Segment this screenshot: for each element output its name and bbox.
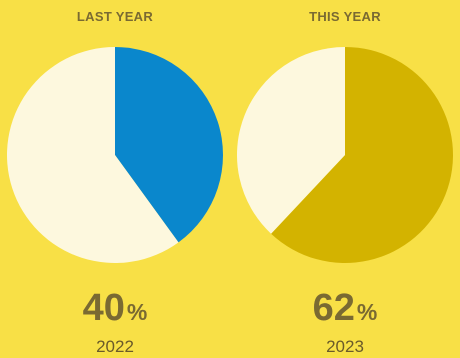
pie-chart-last-year [6, 47, 223, 263]
pie-panel-this-year: THIS YEAR 62% 2023 [230, 0, 460, 358]
pie-slice-1 [237, 47, 345, 234]
pie-chart-this-year [237, 47, 453, 263]
chart-title: THIS YEAR [309, 9, 381, 24]
percent-symbol: % [356, 299, 378, 325]
percent-label: 40% [0, 287, 230, 330]
percent-label: 62% [230, 287, 460, 330]
year-label: 2023 [326, 337, 364, 356]
pie-slice-0 [115, 47, 223, 243]
chart-title: LAST YEAR [76, 9, 154, 24]
pie-slice-1 [6, 47, 179, 263]
pie-slice-0 [271, 47, 453, 263]
year-label: 2022 [96, 337, 134, 356]
percent-value: 62 [312, 287, 355, 329]
percent-symbol: % [126, 299, 148, 325]
pie-panel-last-year: LAST YEAR 40% 2022 [0, 9, 230, 356]
percent-value: 40 [82, 287, 125, 329]
